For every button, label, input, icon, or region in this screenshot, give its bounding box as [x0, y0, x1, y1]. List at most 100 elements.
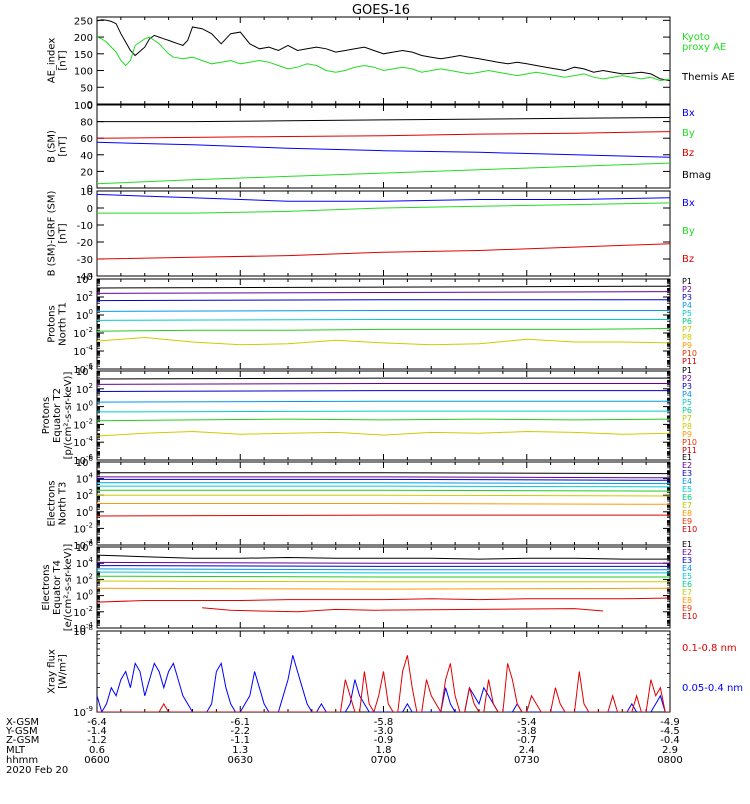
y-tick-label: 0 [87, 100, 93, 111]
series-e2 [97, 476, 670, 479]
series-p1 [97, 377, 670, 380]
legend-p2: P2 [682, 285, 692, 294]
x-column-value: -5.4 [517, 717, 537, 728]
y-tick-label: 40 [80, 151, 93, 162]
plot-title: GOES-16 [352, 3, 410, 18]
panel-frame [96, 104, 671, 189]
y-tick-label: -10 [77, 221, 93, 232]
series-p2 [97, 383, 670, 385]
series-p5 [97, 410, 670, 413]
series-p2 [97, 291, 670, 294]
x-row-label: hhmm [6, 755, 38, 766]
series-p7 [97, 336, 670, 346]
series-bz [97, 243, 670, 260]
series-e8 [97, 503, 670, 505]
legend-p4: P4 [682, 301, 692, 310]
legend-p1: P1 [682, 277, 692, 286]
x-column-value: -1.2 [87, 735, 107, 746]
legend-by: By [682, 128, 695, 139]
legend-by: By [682, 226, 695, 237]
panel-frame [96, 16, 671, 105]
x-column-value: 0800 [657, 755, 682, 766]
y-tick-label: 10-2 [73, 417, 93, 431]
x-column-value: -1.4 [87, 726, 107, 737]
y-axis-label: Electrons [47, 480, 58, 526]
y-axis-label: B (SM)-IGRF (SM) [47, 191, 58, 277]
series-bx [97, 141, 670, 158]
series-e5 [97, 485, 670, 488]
y-axis-label: [e/(cm²-s-sr-keV)] [63, 544, 74, 632]
series-e6 [97, 489, 670, 492]
series-0-1-0-8-nm [97, 655, 670, 712]
y-tick-label: 100 [76, 308, 93, 322]
y-tick-label: 102 [76, 290, 93, 304]
series-e8 [97, 587, 670, 590]
x-row-label: Y-GSM [5, 726, 38, 737]
series-bmag [97, 117, 670, 123]
legend-p10: P10 [682, 349, 697, 358]
series-e9 [97, 597, 670, 603]
y-tick-label: 60 [80, 134, 93, 145]
series-p3 [97, 390, 670, 392]
legend-e5: E5 [682, 572, 692, 581]
series-p6 [97, 328, 670, 332]
series-e10 [202, 607, 604, 613]
y-axis-label: B (SM) [47, 130, 58, 163]
legend-e7: E7 [682, 588, 692, 597]
y-tick-label: 104 [76, 556, 94, 570]
legend-p9: P9 [682, 430, 692, 439]
y-tick-label: 10-6 [73, 362, 93, 376]
x-column-value: 2.4 [519, 745, 535, 756]
series-e5 [97, 571, 670, 574]
series-bx [97, 193, 670, 202]
legend-e8: E8 [682, 596, 692, 605]
legend-e1: E1 [682, 453, 692, 462]
legend-e9: E9 [682, 517, 692, 526]
y-axis-label: Protons [41, 397, 52, 434]
x-column-value: 1.3 [232, 745, 248, 756]
legend-e4: E4 [682, 564, 692, 573]
x-column-value: -4.5 [660, 726, 680, 737]
legend-e9: E9 [682, 604, 692, 613]
y-tick-label: 10-2 [73, 605, 93, 619]
legend-e5: E5 [682, 485, 692, 494]
y-tick-label: 10-4 [73, 344, 93, 358]
legend-p2: P2 [682, 374, 692, 383]
legend-p5: P5 [682, 309, 692, 318]
y-tick-label: 100 [76, 505, 93, 519]
x-column-value: 2.9 [662, 745, 678, 756]
series-e4 [97, 568, 670, 571]
x-row-label: X-GSM [6, 717, 39, 728]
x-column-value: -4.9 [660, 717, 680, 728]
y-tick-label: 100 [74, 67, 93, 78]
legend-p8: P8 [682, 422, 692, 431]
y-tick-label: 0 [87, 184, 93, 195]
series-by [97, 202, 670, 214]
y-tick-label: 10-9 [73, 705, 93, 719]
y-tick-label: 250 [74, 16, 93, 27]
legend-bz: Bz [682, 254, 694, 265]
series-p3 [97, 299, 670, 302]
series-e6 [97, 575, 670, 578]
y-tick-label: 10-4 [73, 621, 93, 635]
legend-p7: P7 [682, 414, 692, 423]
legend-e6: E6 [682, 493, 692, 502]
x-column-value: -6.4 [87, 717, 107, 728]
legend-e6: E6 [682, 580, 692, 589]
y-tick-label: 150 [74, 50, 93, 61]
x-column-value: 0600 [84, 755, 109, 766]
legend-p6: P6 [682, 406, 692, 415]
series-e1 [97, 554, 670, 560]
y-tick-label: 102 [76, 488, 93, 502]
y-tick-label: 10-6 [73, 453, 93, 467]
legend-e8: E8 [682, 509, 692, 518]
legend-e3: E3 [682, 469, 692, 478]
x-row-label: MLT [6, 745, 26, 756]
legend-bx: Bx [682, 198, 695, 209]
y-axis-label: Protons [47, 305, 58, 342]
